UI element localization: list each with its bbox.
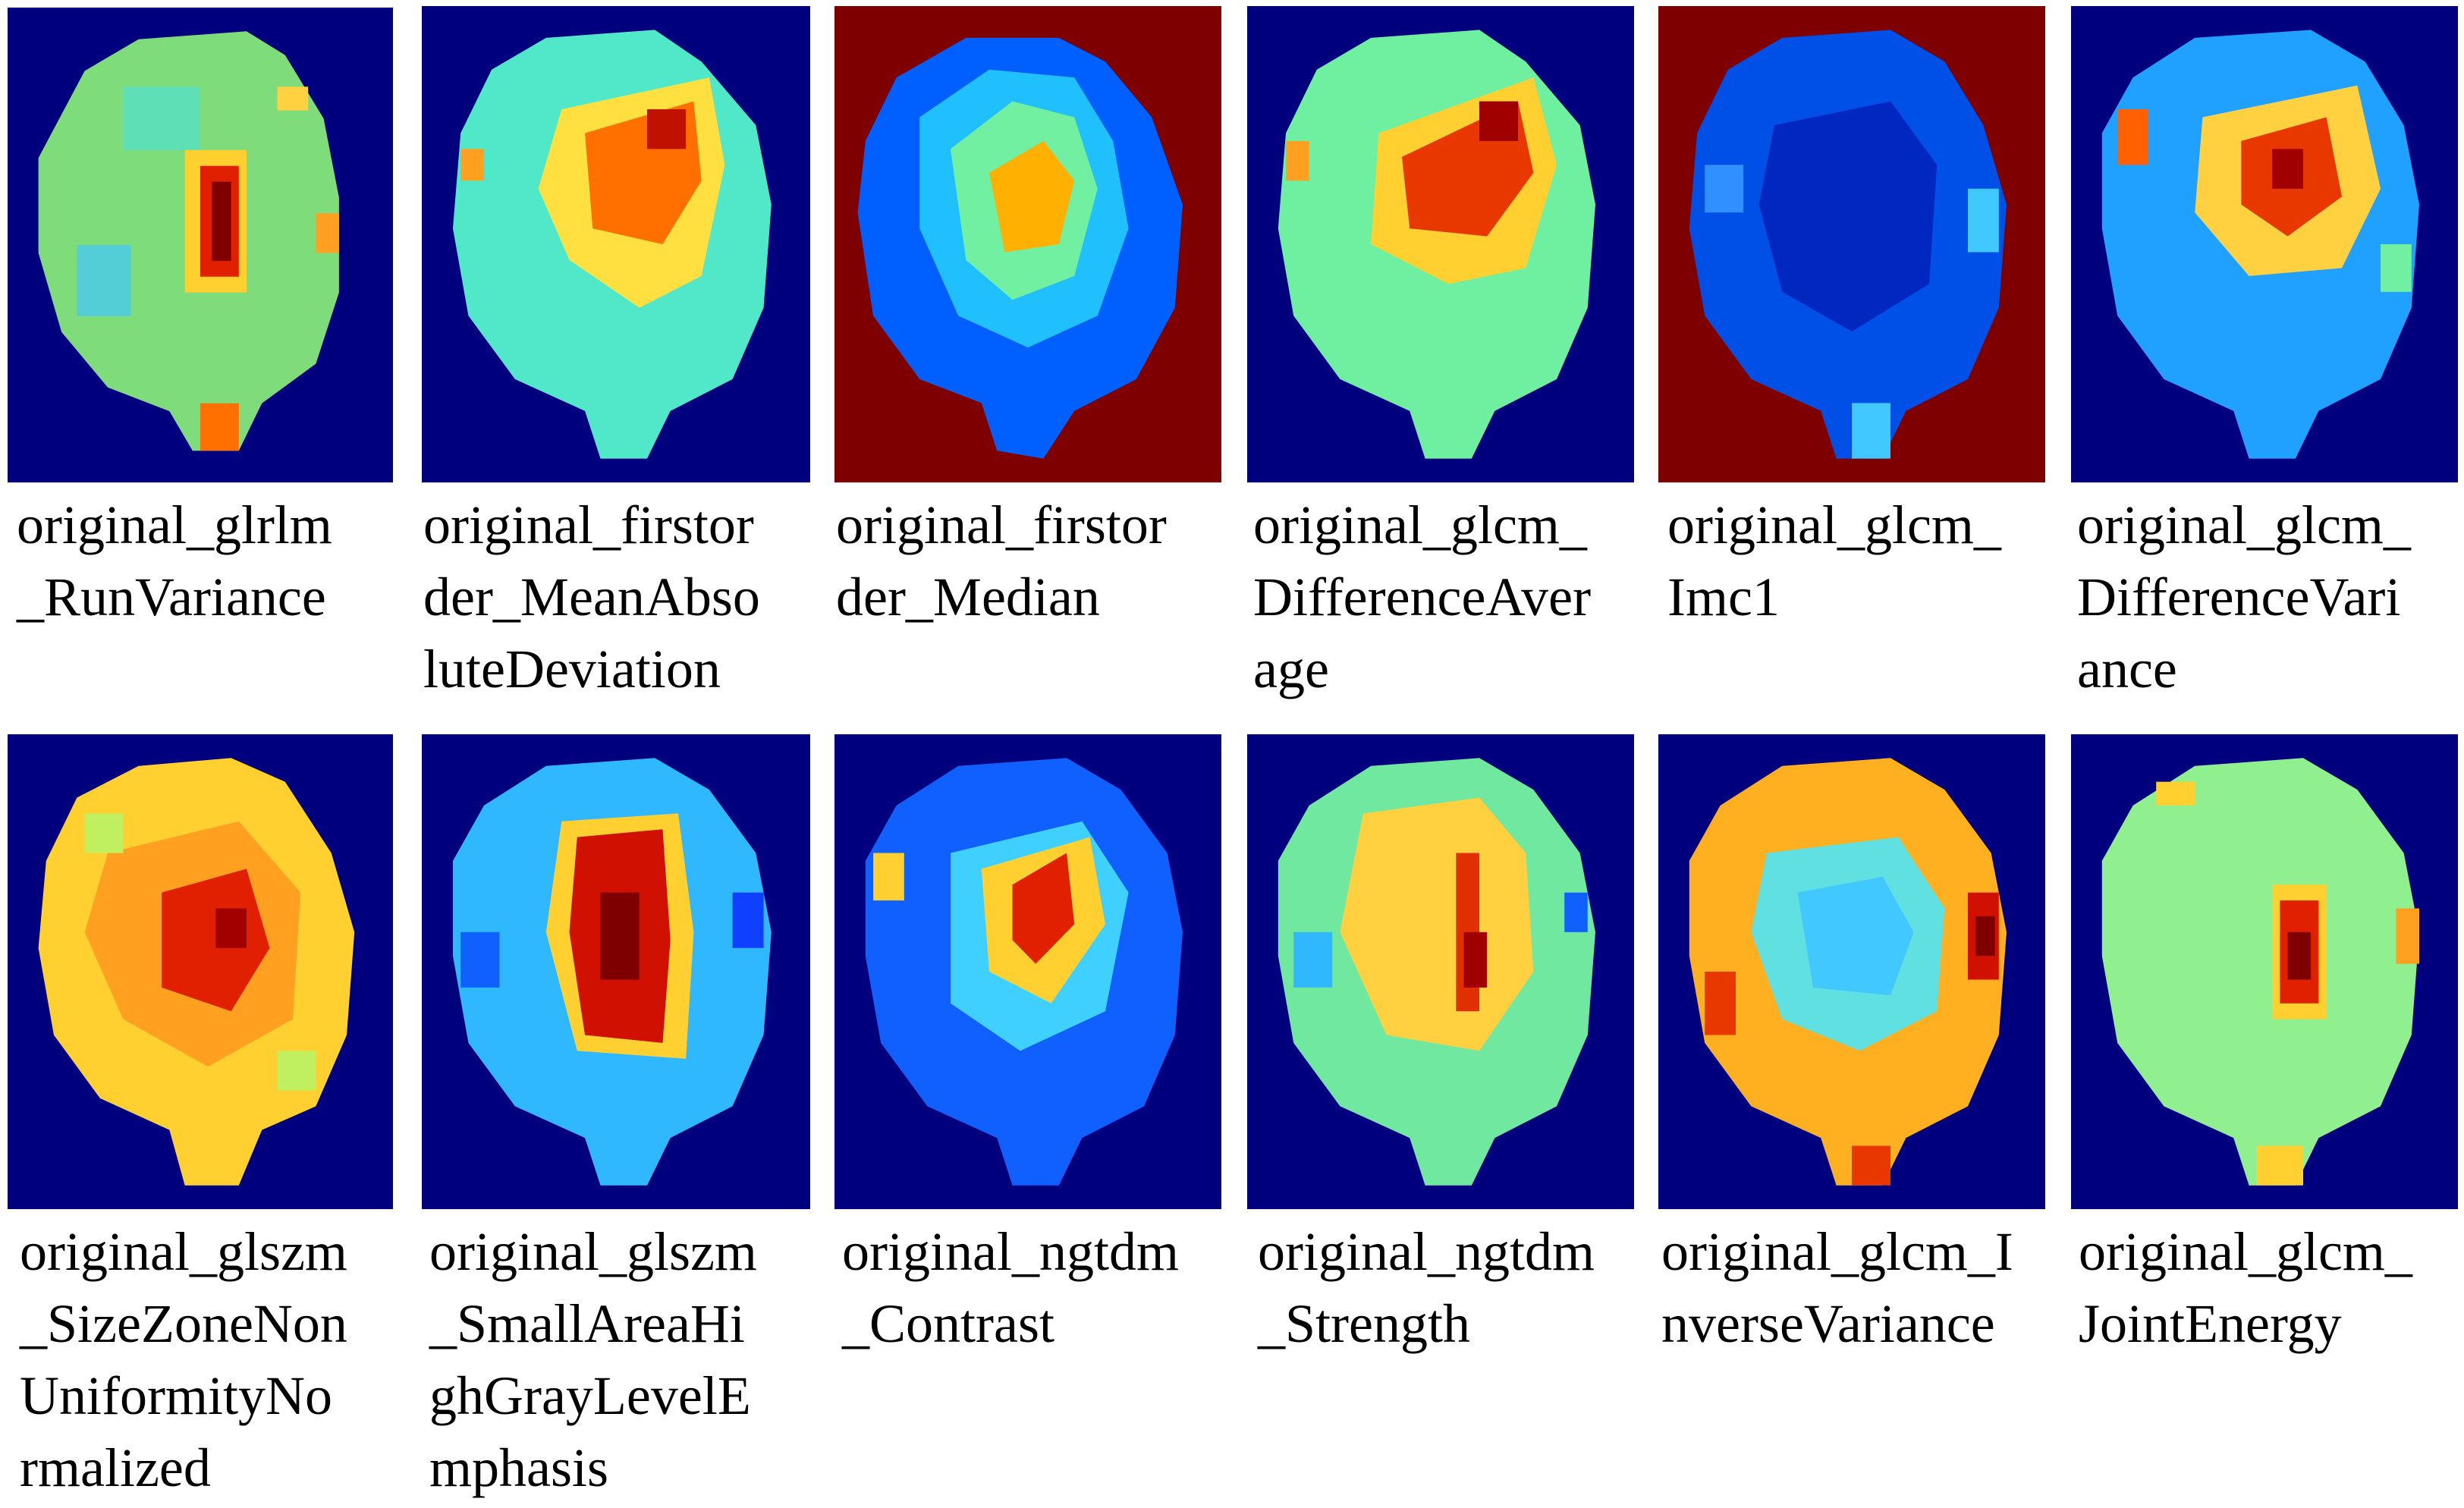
heatmap-graphic bbox=[1278, 30, 1595, 459]
heatmap-graphic bbox=[38, 31, 339, 451]
caption-line: original_glrlm bbox=[17, 495, 332, 555]
caption-line: original_glcm_ bbox=[1667, 495, 2001, 555]
caption-line: original_glcm_ bbox=[2079, 1221, 2412, 1282]
caption-line: original_glcm_ bbox=[1253, 495, 1587, 555]
caption-line: original_firstor bbox=[836, 495, 1167, 555]
caption-line: mphasis bbox=[429, 1437, 609, 1498]
panel-caption: original_ngtdm _Strength bbox=[1258, 1216, 1595, 1360]
heatmap-image bbox=[422, 6, 810, 482]
heatmap-graphic bbox=[1689, 30, 2007, 459]
caption-line: luteDeviation bbox=[423, 639, 721, 699]
panel-caption: original_glcm_I nverseVariance bbox=[1661, 1216, 2013, 1360]
heatmap-image bbox=[1247, 734, 1634, 1209]
heatmap-image bbox=[1658, 6, 2045, 482]
heatmap-image bbox=[8, 734, 393, 1209]
caption-line: _SmallAreaHi bbox=[429, 1293, 745, 1354]
heatmap-image bbox=[422, 734, 810, 1209]
panel-caption: original_glrlm _RunVariance bbox=[17, 489, 332, 633]
caption-line: _Strength bbox=[1258, 1293, 1470, 1354]
caption-line: original_glcm_ bbox=[2077, 495, 2411, 555]
heatmap-image bbox=[834, 734, 1221, 1209]
heatmap-graphic bbox=[452, 30, 772, 459]
panel-caption: original_glszm _SizeZoneNon UniformityNo… bbox=[20, 1216, 347, 1504]
caption-line: rmalized bbox=[20, 1437, 211, 1498]
caption-line: original_glszm bbox=[20, 1221, 347, 1282]
caption-line: der_MeanAbso bbox=[423, 567, 760, 627]
panel-caption: original_firstor der_Median bbox=[836, 489, 1167, 633]
caption-line: _RunVariance bbox=[17, 567, 326, 627]
heatmap-graphic bbox=[38, 758, 355, 1186]
heatmap-image bbox=[834, 6, 1221, 482]
panel-caption: original_glcm_ DifferenceVari ance bbox=[2077, 489, 2411, 705]
caption-line: nverseVariance bbox=[1661, 1293, 1995, 1354]
caption-line: original_ngtdm bbox=[842, 1221, 1179, 1282]
heatmap-graphic bbox=[2101, 30, 2419, 459]
caption-line: _SizeZoneNon bbox=[20, 1293, 347, 1354]
heatmap-graphic bbox=[2101, 758, 2419, 1186]
panel-caption: original_glcm_ Imc1 bbox=[1667, 489, 2001, 633]
caption-line: original_glszm bbox=[429, 1221, 757, 1282]
caption-line: JointEnergy bbox=[2079, 1293, 2342, 1354]
heatmap-graphic bbox=[1278, 758, 1595, 1186]
panel-caption: original_ngtdm _Contrast bbox=[842, 1216, 1179, 1360]
heatmap-image bbox=[1658, 734, 2045, 1209]
caption-line: _Contrast bbox=[842, 1293, 1054, 1354]
caption-line: DifferenceAver bbox=[1253, 567, 1592, 627]
heatmap-image bbox=[8, 8, 393, 482]
heatmap-image bbox=[2071, 6, 2458, 482]
panel-caption: original_glcm_ JointEnergy bbox=[2079, 1216, 2412, 1360]
heatmap-image bbox=[2071, 734, 2458, 1209]
heatmap-graphic bbox=[452, 758, 772, 1186]
caption-line: original_ngtdm bbox=[1258, 1221, 1595, 1282]
panel-caption: original_glszm _SmallAreaHi ghGrayLevelE… bbox=[429, 1216, 757, 1504]
heatmap-graphic bbox=[865, 758, 1183, 1186]
panel-caption: original_firstor der_MeanAbso luteDeviat… bbox=[423, 489, 760, 705]
heatmap-image bbox=[1247, 6, 1634, 482]
heatmap-graphic bbox=[857, 37, 1183, 459]
heatmap-graphic bbox=[1689, 758, 2007, 1186]
caption-line: der_Median bbox=[836, 567, 1100, 627]
caption-line: Imc1 bbox=[1667, 567, 1780, 627]
caption-line: DifferenceVari bbox=[2077, 567, 2401, 627]
caption-line: UniformityNo bbox=[20, 1365, 332, 1426]
caption-line: original_firstor bbox=[423, 495, 754, 555]
caption-line: original_glcm_I bbox=[1661, 1221, 2013, 1282]
caption-line: ance bbox=[2077, 639, 2177, 699]
caption-line: ghGrayLevelE bbox=[429, 1365, 751, 1426]
caption-line: age bbox=[1253, 639, 1329, 699]
panel-caption: original_glcm_ DifferenceAver age bbox=[1253, 489, 1591, 705]
